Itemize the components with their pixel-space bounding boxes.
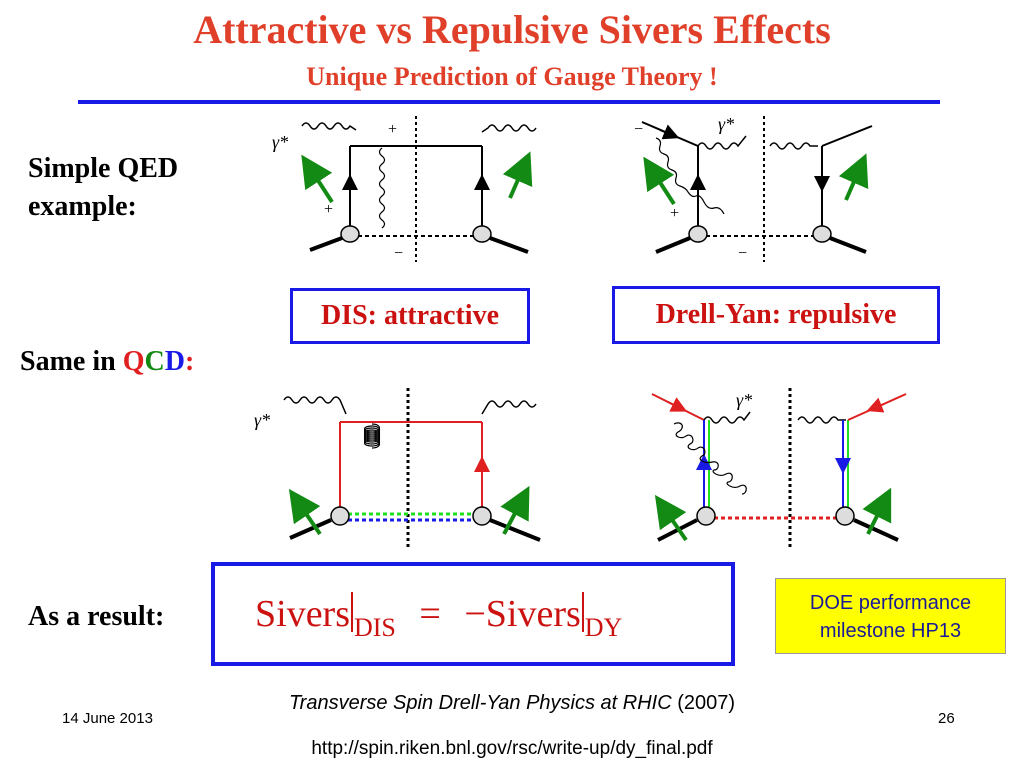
plus-left: +	[670, 205, 679, 222]
qcd-drell-yan-diagram: γ*	[651, 388, 907, 550]
equation-box: Sivers DIS = −Sivers DY	[211, 562, 735, 666]
eq-left-term: Sivers	[255, 593, 350, 635]
eq-right-bar	[581, 592, 584, 632]
spin-arrow-right	[500, 485, 530, 535]
doe-milestone-badge: DOE performance milestone HP13	[775, 578, 1006, 654]
left-blob	[688, 225, 708, 243]
antiquark-arrow	[659, 124, 680, 140]
antiquark-out	[821, 125, 873, 147]
drell-yan-repulsive-box: Drell-Yan: repulsive	[612, 286, 940, 344]
photon-line-right	[481, 400, 537, 415]
photon-label: γ*	[736, 390, 752, 410]
photon-label: γ*	[272, 132, 288, 152]
photon-line-right	[769, 142, 818, 150]
eq-equals: =	[419, 593, 441, 635]
proton-in-left	[289, 518, 332, 540]
reference-title: Transverse Spin Drell-Yan Physics at RHI…	[288, 692, 672, 714]
qed-dis-diagram: γ* + + −	[272, 116, 537, 262]
proton-out-right	[829, 236, 867, 254]
qed-drell-yan-diagram: − γ* + −	[634, 114, 873, 262]
exchanged-gluon	[673, 422, 747, 495]
photon-line-left	[301, 122, 357, 131]
dis-attractive-box: DIS: attractive	[290, 288, 530, 344]
minus-bottom: −	[394, 245, 403, 262]
title-divider	[78, 100, 940, 104]
footer-page-number: 26	[938, 710, 955, 727]
plus-top: +	[388, 121, 397, 138]
spin-arrow-right	[838, 153, 869, 201]
spin-arrow-left	[301, 154, 334, 204]
right-blob	[835, 506, 855, 526]
right-blob	[472, 506, 492, 526]
proton-out-right	[489, 518, 541, 542]
qcd-label: Same in QCD:	[20, 343, 194, 381]
left-blob	[330, 506, 350, 526]
sivers-equation: Sivers DIS = −Sivers DY	[255, 592, 622, 642]
spin-arrow-right	[502, 151, 533, 199]
plus-left: +	[324, 201, 333, 218]
right-blob	[472, 225, 492, 243]
eq-right-subscript: DY	[584, 613, 623, 642]
photon-line-left	[703, 411, 751, 424]
antiquark-out-arrow	[866, 397, 885, 413]
reference-citation: Transverse Spin Drell-Yan Physics at RHI…	[0, 692, 1024, 715]
eq-right-term: −Sivers	[464, 593, 581, 635]
proton-out-right	[489, 236, 529, 254]
qed-label-line1: Simple QED	[28, 153, 179, 184]
reference-year: (2007)	[671, 692, 736, 714]
qcd-q-letter: Q	[122, 346, 145, 377]
spin-arrow-left	[654, 494, 688, 542]
doe-line2: milestone HP13	[819, 620, 962, 642]
exchanged-gluon	[363, 423, 381, 449]
qcd-d-letter: D	[164, 346, 185, 377]
photon-label: γ*	[718, 114, 734, 134]
doe-line1: DOE performance	[809, 592, 972, 614]
qcd-label-prefix: Same in	[20, 346, 123, 377]
exchanged-photon	[655, 137, 725, 215]
photon-line-right	[481, 124, 537, 133]
qcd-c-letter: C	[144, 346, 165, 377]
minus-top: −	[634, 121, 643, 138]
exchanged-photon	[378, 147, 386, 229]
photon-label: γ*	[254, 410, 270, 430]
minus-bottom: −	[738, 245, 747, 262]
qed-label: Simple QED example:	[28, 150, 178, 226]
photon-line-left	[283, 396, 347, 415]
left-blob	[696, 506, 716, 526]
qed-label-line2: example:	[28, 191, 137, 222]
footer-date: 14 June 2013	[62, 710, 153, 727]
photon-line-left	[697, 135, 747, 150]
qcd-dis-diagram: γ*	[254, 388, 541, 550]
spin-arrow-right	[862, 487, 892, 535]
spin-arrow-left	[643, 156, 676, 206]
result-label: As a result:	[28, 601, 165, 632]
qcd-colon: :	[184, 346, 195, 377]
reference-url[interactable]: http://spin.riken.bnl.gov/rsc/write-up/d…	[311, 738, 713, 759]
proton-in-left	[309, 236, 343, 252]
spin-arrow-left	[288, 488, 322, 536]
slide-subtitle: Unique Prediction of Gauge Theory !	[306, 62, 718, 91]
left-blob	[340, 225, 360, 243]
photon-line-right	[797, 416, 846, 424]
proton-out-right	[853, 518, 899, 542]
eq-left-bar	[351, 592, 353, 632]
eq-left-subscript: DIS	[354, 613, 396, 642]
right-blob	[812, 225, 832, 243]
proton-in-left	[655, 236, 691, 254]
antiquark-arrow	[667, 397, 688, 412]
slide-title: Attractive vs Repulsive Sivers Effects	[193, 7, 831, 52]
